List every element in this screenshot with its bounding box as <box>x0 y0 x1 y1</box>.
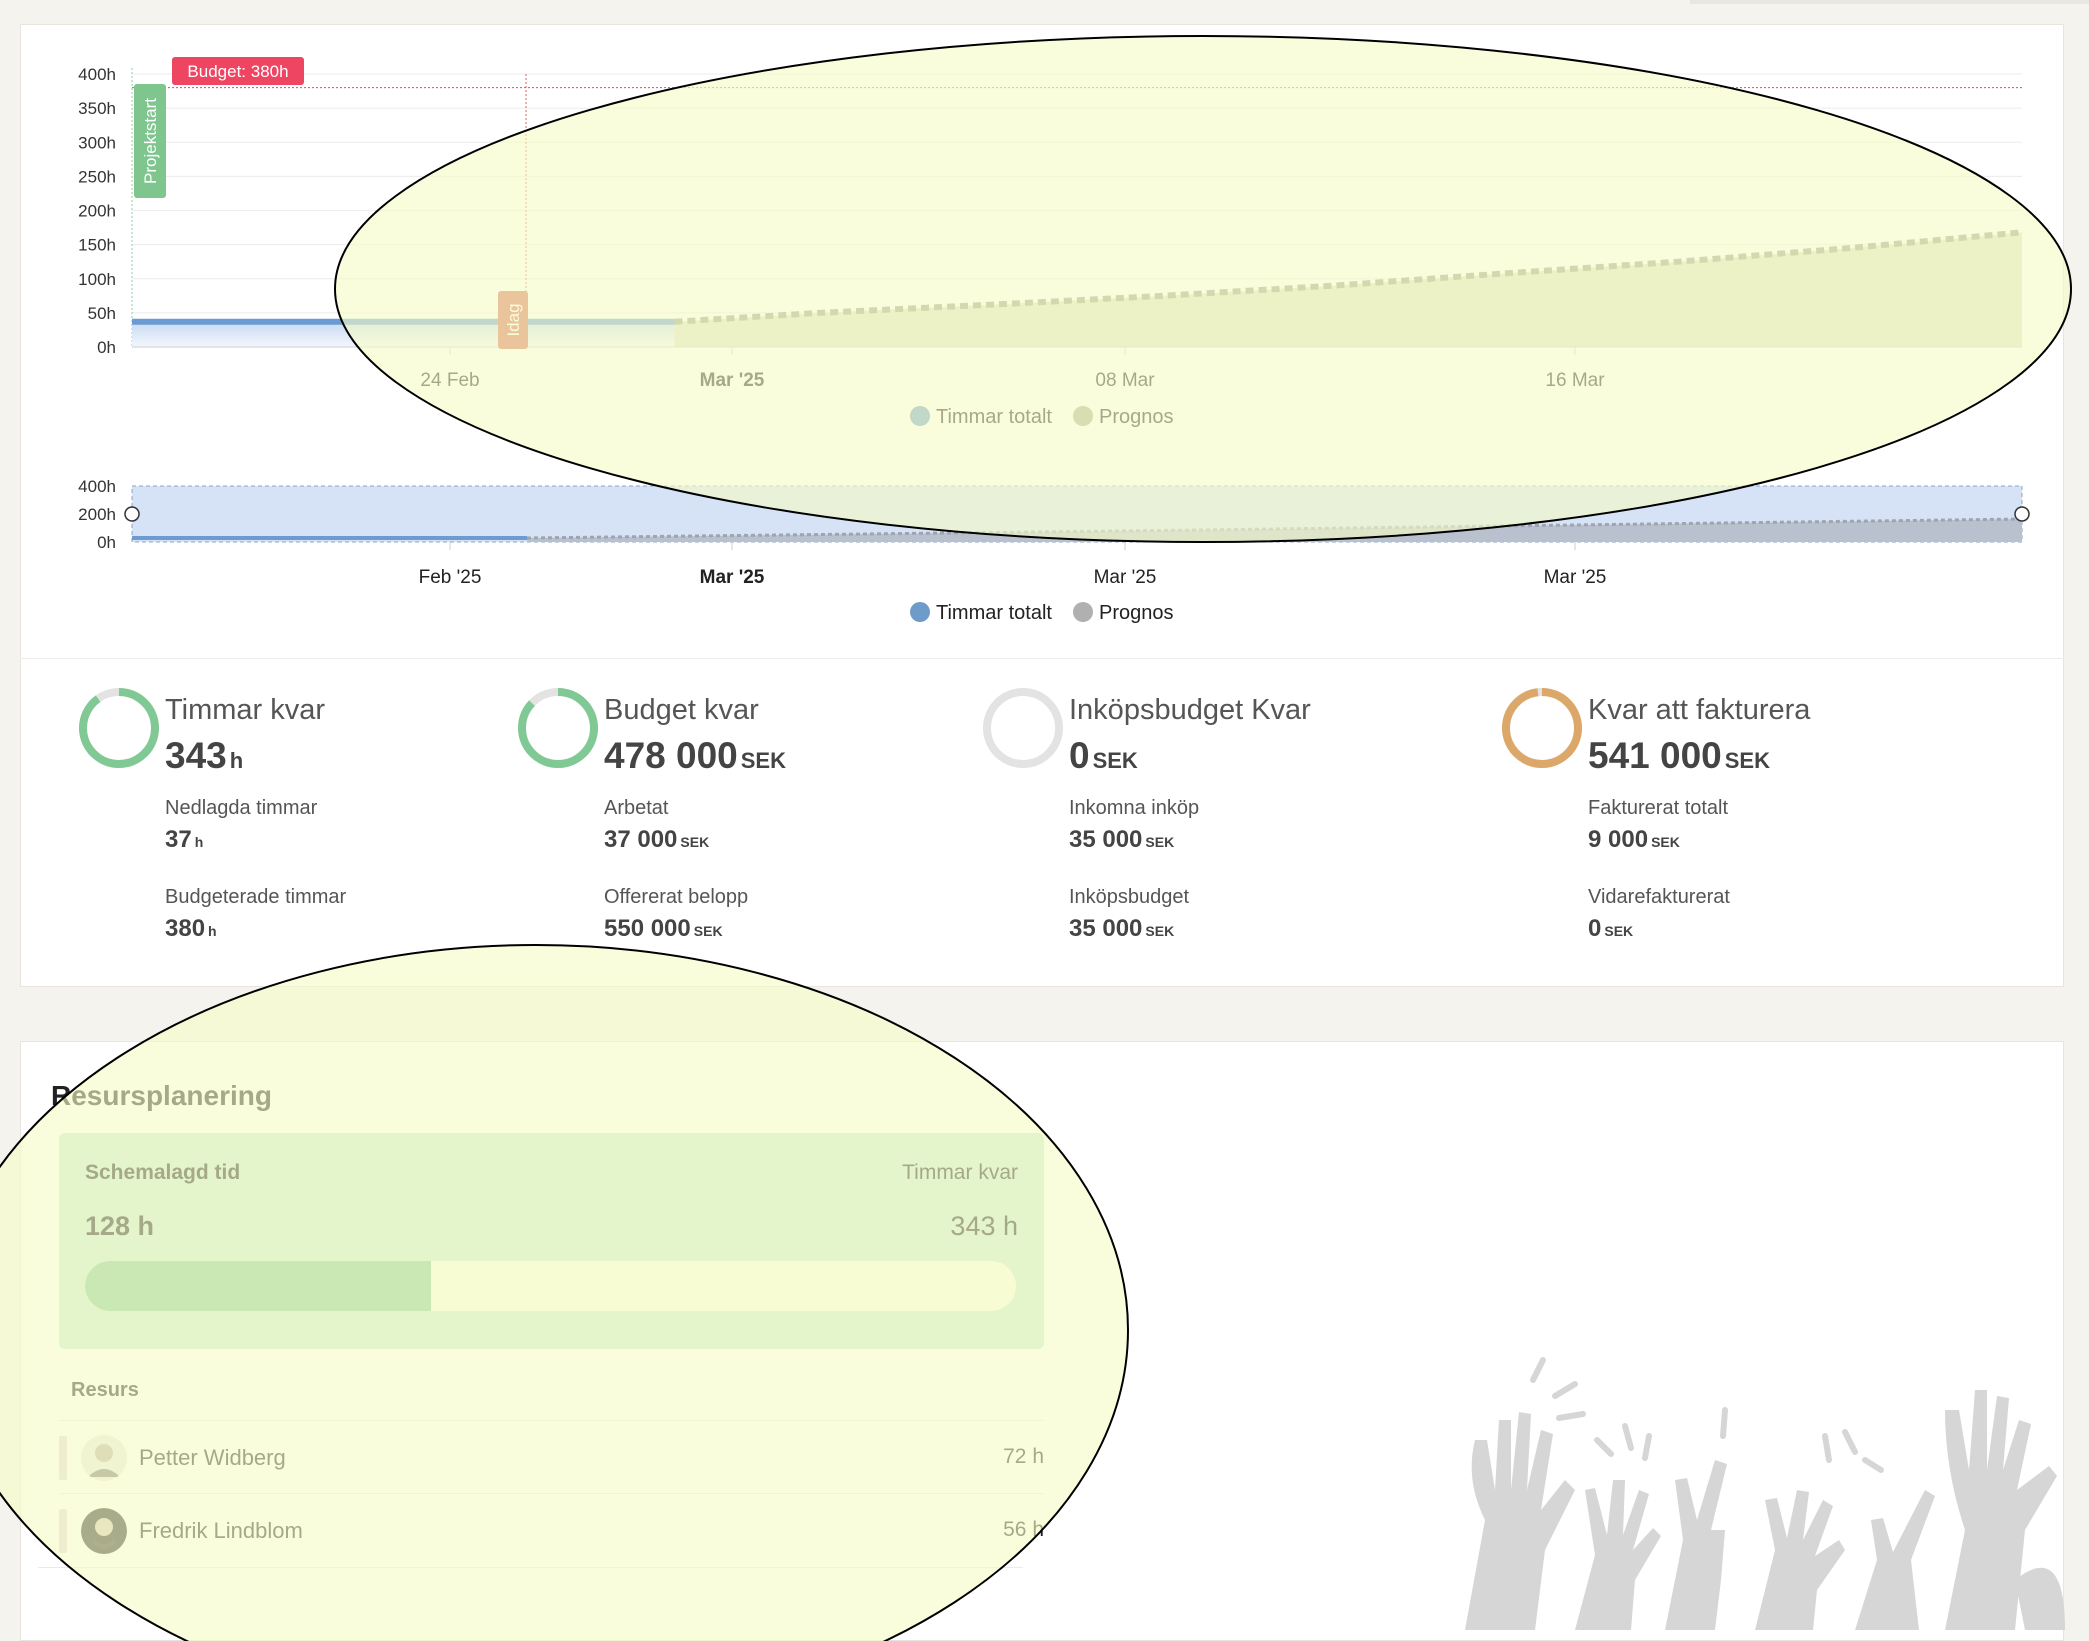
kpi-sub-label: Budgeterade timmar <box>165 886 347 908</box>
x-tick-label: 08 Mar <box>1095 370 1155 391</box>
scheduled-value: 128 h <box>85 1211 155 1241</box>
nav-y-tick-label: 400h <box>78 477 116 496</box>
kpi-title: Budget kvar <box>604 694 759 726</box>
budget-label: Budget: 380h <box>187 62 288 81</box>
hours-chart: 0h 50h 100h 150h 200h 250h 300h 350h 400h 24 Feb… <box>78 57 2030 624</box>
resource-row[interactable]: Fredrik Lindblom 56 h <box>59 1493 1044 1566</box>
legend-marker <box>1073 602 1093 622</box>
nav-y-tick-label: 0h <box>97 533 116 552</box>
nav-x-tick-label: Mar '25 <box>1094 567 1157 588</box>
kpi-sub-value: 37 000 SEK <box>604 826 710 853</box>
y-tick-label: 350h <box>78 99 116 118</box>
y-tick-label: 250h <box>78 167 116 186</box>
kpi-title: Timmar kvar <box>165 694 326 726</box>
top-edge <box>1690 0 2089 4</box>
kpi-sub-label: Nedlagda timmar <box>165 797 318 819</box>
kpi-sub-value: 0 SEK <box>1588 915 1634 942</box>
nav-x-tick-label: Feb '25 <box>419 567 482 588</box>
timmar-totalt-area <box>132 321 675 347</box>
legend-marker <box>1073 406 1093 426</box>
kpi-value: 541 000 SEK <box>1588 735 1770 776</box>
legend-label: Prognos <box>1099 602 1174 624</box>
legend-marker <box>910 406 930 426</box>
nav-x-tick-label: Mar '25 <box>1544 567 1607 588</box>
avatar <box>81 1508 127 1554</box>
kpi-sub-value: 35 000 SEK <box>1069 915 1175 942</box>
legend-label: Timmar totalt <box>936 406 1052 428</box>
y-tick-label: 100h <box>78 270 116 289</box>
avatar <box>81 1435 127 1481</box>
kpi-ring <box>79 688 159 768</box>
resource-color-bar <box>59 1509 67 1553</box>
budget-label-bg <box>172 57 304 85</box>
kpi-sub-label: Inkomna inköp <box>1069 797 1200 819</box>
navigator-chart[interactable]: 0h 200h 400h Feb '25 Mar '25 Mar '25 Mar '25 Ti… <box>78 477 2030 624</box>
y-tick-label: 150h <box>78 236 116 255</box>
scheduled-time-panel: Schemalagd tid Timmar kvar 128 h 343 h <box>59 1133 1044 1349</box>
kpi-value: 343 h <box>165 735 244 776</box>
kpi-sub-value: 9 000 SEK <box>1588 826 1680 853</box>
nav-y-tick-label: 200h <box>78 505 116 524</box>
projektstart-label: Projektstart <box>141 98 160 184</box>
kpi-ring <box>983 688 1063 768</box>
resource-row[interactable]: Petter Widberg 72 h <box>59 1420 1044 1493</box>
legend-label: Prognos <box>1099 406 1174 428</box>
navigator-handle-right <box>2014 506 2030 522</box>
kpi-ring <box>1502 688 1582 768</box>
remaining-label: Timmar kvar <box>902 1161 1018 1184</box>
resource-name: Fredrik Lindblom <box>139 1518 303 1543</box>
kpi-value: 478 000 SEK <box>604 735 786 776</box>
resource-hours: 72 h <box>1003 1445 1044 1468</box>
kpi-sub-value: 380 h <box>165 915 217 942</box>
legend-marker <box>910 602 930 622</box>
navigator-handle-left <box>124 506 140 522</box>
kpi-divider <box>20 658 2064 659</box>
kpi-sub-label: Arbetat <box>604 797 669 819</box>
x-tick-label: Mar '25 <box>700 370 765 391</box>
resource-header: Resurs <box>71 1379 139 1401</box>
y-tick-label: 300h <box>78 133 116 152</box>
y-tick-label: 0h <box>97 338 116 357</box>
kpi-sub-value: 35 000 SEK <box>1069 826 1175 853</box>
resource-list-end <box>38 1567 1023 1568</box>
celebration-illustration <box>1465 1357 2065 1630</box>
today-label: Idag <box>504 303 523 336</box>
kpi-title: Kvar att fakturera <box>1588 694 1811 726</box>
nav-x-tick-label: Mar '25 <box>700 567 765 588</box>
resource-title: Resursplanering <box>51 1080 272 1111</box>
y-tick-label: 400h <box>78 65 116 84</box>
resource-name: Petter Widberg <box>139 1445 286 1470</box>
kpi-sub-label: Inköpsbudget <box>1069 886 1190 908</box>
remaining-value: 343 h <box>950 1211 1018 1241</box>
scheduled-label: Schemalagd tid <box>85 1161 241 1184</box>
resource-color-bar <box>59 1436 67 1480</box>
kpi-sub-value: 550 000 SEK <box>604 915 723 942</box>
resource-hours: 56 h <box>1003 1518 1044 1541</box>
kpi-ring <box>518 688 598 768</box>
legend-label: Timmar totalt <box>936 602 1052 624</box>
y-tick-label: 50h <box>88 304 116 323</box>
x-tick-label: 24 Feb <box>420 370 479 391</box>
kpi-sub-label: Fakturerat totalt <box>1588 797 1729 819</box>
kpi-sub-label: Vidarefakturerat <box>1588 886 1730 908</box>
y-tick-label: 200h <box>78 202 116 221</box>
scheduled-progress-bar <box>85 1261 1016 1311</box>
x-tick-label: 16 Mar <box>1545 370 1605 391</box>
kpi-sub-value: 37 h <box>165 826 204 853</box>
kpi-sub-label: Offererat belopp <box>604 886 749 908</box>
projektstart-label-bg <box>134 84 166 198</box>
kpi-value: 0 SEK <box>1069 735 1138 776</box>
kpi-title: Inköpsbudget Kvar <box>1069 694 1311 726</box>
scheduled-progress-fill <box>85 1261 432 1311</box>
